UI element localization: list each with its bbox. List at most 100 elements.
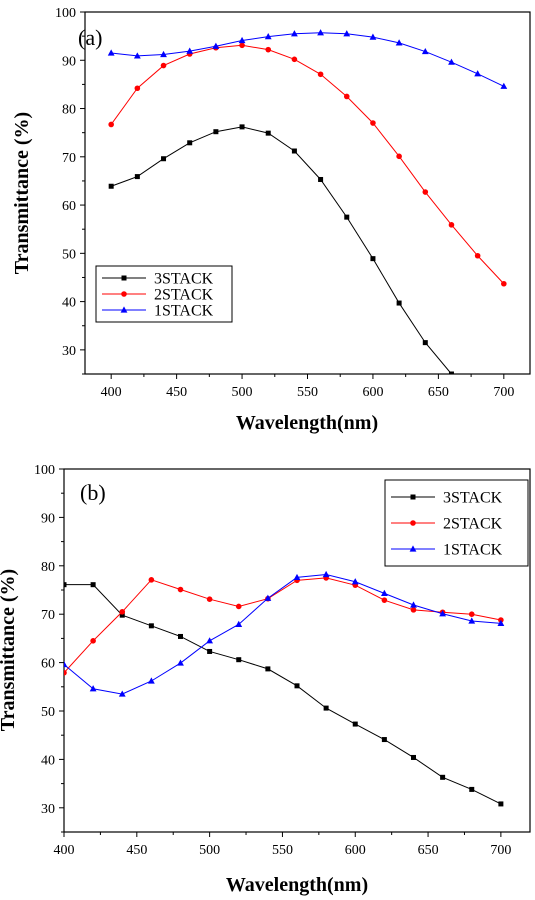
data-point: [238, 36, 246, 44]
data-point: [108, 121, 114, 128]
data-point: [64, 669, 67, 676]
data-point: [206, 637, 214, 644]
data-point: [291, 30, 298, 37]
legend-marker: [121, 275, 127, 281]
y-tick-label: 60: [41, 657, 55, 672]
data-point: [212, 42, 220, 49]
series-line: [64, 577, 501, 674]
x-tick-label: 550: [297, 385, 318, 400]
data-point: [370, 256, 376, 262]
series-2stack: [64, 575, 504, 676]
data-point: [380, 589, 388, 596]
x-tick-label: 700: [493, 385, 514, 400]
data-point: [264, 33, 272, 40]
legend-marker: [410, 520, 416, 526]
data-point: [187, 140, 193, 146]
y-axis-title: Transmittance (%): [0, 569, 19, 731]
y-tick-label: 60: [62, 199, 76, 214]
data-point: [108, 183, 114, 189]
data-point: [474, 252, 481, 259]
data-point: [64, 582, 67, 588]
data-point: [422, 189, 429, 195]
data-point: [64, 660, 68, 668]
series-line: [64, 574, 501, 695]
data-point: [381, 737, 387, 743]
data-point: [239, 124, 245, 130]
data-point: [89, 685, 97, 692]
series-3stack: [108, 124, 454, 374]
data-point: [161, 156, 167, 162]
legend-label: 2STACK: [443, 516, 503, 533]
series-line: [64, 584, 502, 805]
data-point: [422, 340, 428, 346]
data-point: [323, 705, 329, 711]
x-tick-label: 450: [126, 843, 147, 858]
y-tick-label: 90: [41, 511, 55, 526]
data-area: [107, 29, 508, 374]
data-point: [498, 801, 504, 807]
data-point: [317, 71, 324, 78]
legend-label: 3STACK: [154, 271, 214, 288]
data-point: [160, 62, 167, 69]
data-point: [148, 577, 155, 583]
series-line: [110, 44, 505, 285]
data-point: [468, 611, 475, 617]
y-tick-label: 40: [62, 296, 76, 311]
data-point: [343, 30, 351, 37]
data-point: [439, 610, 447, 617]
data-point: [264, 594, 272, 601]
legend-marker: [410, 494, 416, 500]
data-point: [213, 129, 219, 135]
x-tick-label: 450: [166, 385, 187, 400]
x-tick-label: 500: [232, 385, 253, 400]
data-point: [410, 601, 417, 608]
legend: 3STACK 2STACK 1STACK: [384, 479, 529, 567]
data-point: [147, 677, 155, 684]
y-tick-label: 100: [55, 6, 76, 21]
y-tick-label: 50: [62, 247, 76, 262]
data-point: [177, 659, 184, 666]
data-point: [90, 638, 96, 644]
x-tick-label: 600: [345, 843, 366, 858]
data-point: [421, 47, 429, 55]
chart-panel-b: 400 450 500 550 600 650 700 30 40 50 60 70 80 90 100 Wa…: [0, 463, 531, 896]
data-point: [90, 582, 96, 588]
data-point: [500, 82, 508, 89]
x-tick-label: 700: [490, 843, 511, 858]
data-point: [448, 58, 455, 65]
x-tick-label: 400: [54, 843, 75, 858]
data-point: [469, 786, 475, 792]
data-point: [381, 597, 388, 603]
data-point: [265, 46, 272, 53]
data-point: [468, 617, 476, 624]
legend-marker: [120, 306, 128, 313]
series-line: [111, 126, 452, 374]
legend-label: 1STACK: [154, 303, 214, 320]
chart-panel-a: 400 450 500 550 600 650 700 30 40 50 60 70 80 90 100 Wa…: [11, 6, 531, 434]
data-point: [294, 683, 300, 689]
panel-label: (b): [80, 480, 106, 505]
data-point: [177, 586, 184, 593]
series-3stack: [64, 582, 504, 807]
data-point: [501, 280, 507, 287]
x-tick-label: 650: [428, 385, 449, 400]
y-tick-label: 100: [34, 463, 55, 478]
data-point: [352, 721, 358, 727]
legend-label: 1STACK: [443, 542, 503, 559]
data-point: [369, 33, 377, 40]
x-tick-label: 650: [418, 843, 439, 858]
data-point: [239, 42, 245, 49]
data-point: [134, 174, 140, 180]
legend-label: 2STACK: [154, 287, 214, 304]
y-tick-label: 40: [41, 753, 55, 768]
data-point: [207, 648, 213, 654]
y-tick-label: 70: [62, 151, 76, 166]
x-axis-title: Wavelength(nm): [226, 874, 368, 896]
data-point: [351, 578, 359, 585]
data-point: [186, 47, 194, 54]
panel-label: (a): [78, 25, 102, 50]
data-point: [396, 153, 402, 160]
data-point: [291, 56, 298, 63]
y-tick-label: 70: [41, 608, 55, 623]
data-point: [343, 93, 350, 100]
